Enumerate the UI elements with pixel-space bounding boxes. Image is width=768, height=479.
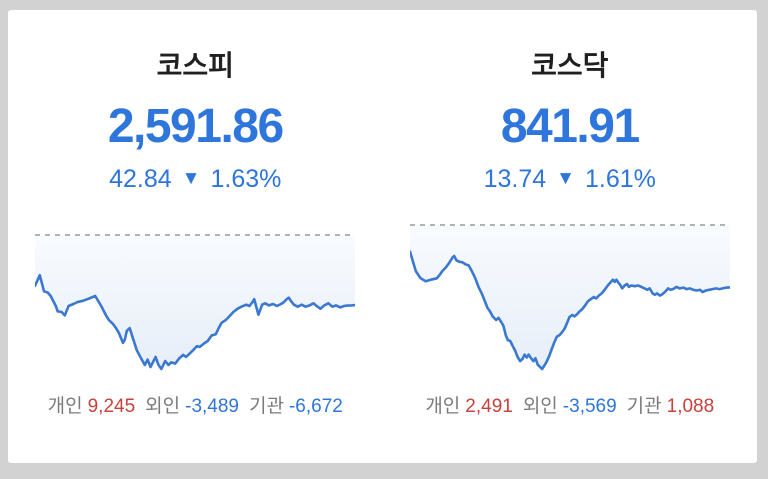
investor-value: 9,245 [87, 396, 136, 417]
investor-value: 2,491 [465, 396, 513, 417]
index-panel-kosdaq[interactable]: 코스닥 841.91 13.74 ▼ 1.61% 개인 2,491 외인 -3,569… [383, 10, 758, 463]
investor-value: 1,088 [666, 396, 715, 417]
change-percent: 1.63% [210, 165, 282, 193]
intraday-chart-svg [409, 224, 730, 371]
investor-label: 기관 [626, 396, 662, 417]
kospi-intraday-chart [35, 218, 356, 376]
investor-value: -3,569 [562, 396, 617, 417]
kosdaq-intraday-chart [409, 218, 730, 376]
index-price-line [409, 250, 730, 371]
chart-fill-area [409, 225, 730, 369]
index-panel-kospi[interactable]: 코스피 2,591.86 42.84 ▼ 1.63% 개인 9,245 외인 -3,4… [8, 10, 383, 463]
index-name: 코스피 [156, 50, 234, 81]
index-value: 2,591.86 [107, 100, 284, 153]
investor-label: 외인 [522, 396, 558, 417]
investor-label: 기관 [249, 396, 284, 417]
change-amount: 13.74 [483, 165, 547, 193]
index-value: 841.91 [500, 100, 640, 153]
index-name: 코스닥 [531, 50, 609, 81]
market-summary-card: 코스피 2,591.86 42.84 ▼ 1.63% 개인 9,245 외인 -3,4… [8, 10, 757, 463]
investor-value: -6,672 [288, 396, 343, 417]
investor-label: 개인 [47, 396, 83, 417]
intraday-chart-svg [35, 234, 356, 371]
down-triangle-icon: ▼ [556, 168, 575, 189]
investor-label: 개인 [425, 396, 461, 417]
chart-fill-area [35, 235, 356, 369]
index-change: 42.84 ▼ 1.63% [109, 164, 281, 194]
investor-value: -3,489 [185, 396, 239, 417]
change-percent: 1.61% [584, 165, 656, 193]
down-triangle-icon: ▼ [181, 168, 201, 189]
index-price-line [35, 273, 356, 371]
investor-label: 외인 [145, 396, 181, 417]
investor-flows: 개인 9,245 외인 -3,489 기관 -6,672 [48, 395, 343, 419]
index-change: 13.74 ▼ 1.61% [484, 164, 656, 194]
change-amount: 42.84 [109, 165, 172, 193]
investor-flows: 개인 2,491 외인 -3,569 기관 1,088 [425, 395, 714, 419]
